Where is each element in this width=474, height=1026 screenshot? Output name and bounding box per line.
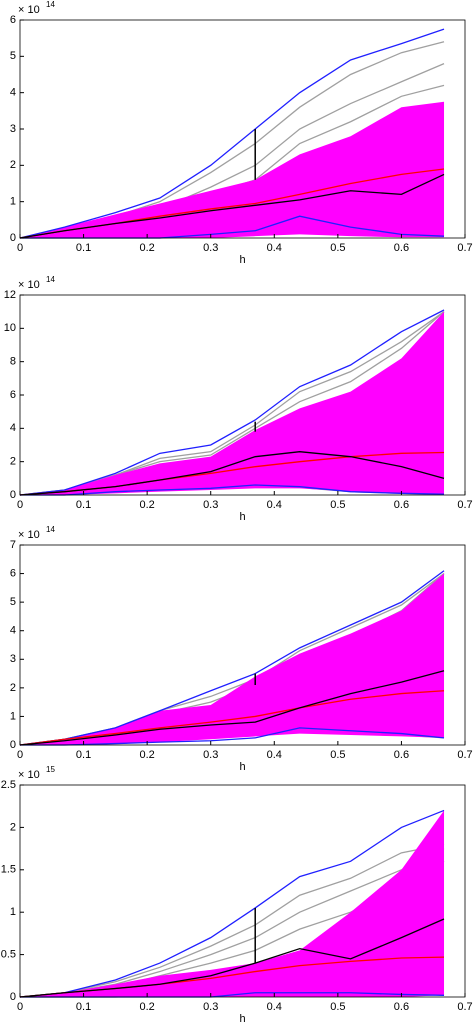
exponent-base: × 10: [18, 769, 40, 781]
x-axis-label: h: [239, 761, 245, 773]
x-tick-label: 0.7: [457, 1001, 472, 1013]
y-tick-label: 0: [10, 232, 16, 244]
x-tick-label: 0.1: [76, 499, 91, 511]
y-tick-label: 6: [10, 14, 16, 26]
y-tick-label: 8: [10, 356, 16, 368]
x-axis-label: h: [239, 511, 245, 523]
y-tick-label: 2: [10, 456, 16, 468]
x-tick-label: 0.5: [330, 499, 345, 511]
panel: 0 0.1 0.2 0.3 0.4 0.5 0.6 0.7 0 2 4 6 8 10 12 h × 10 14: [4, 275, 473, 523]
x-tick-label: 0.6: [394, 749, 409, 761]
band: [20, 101, 445, 238]
y-tick-label: 0.5: [1, 949, 16, 961]
x-tick-label: 0.3: [203, 749, 218, 761]
x-tick-label: 0.4: [267, 1001, 282, 1013]
y-tick-label: 1.5: [1, 864, 16, 876]
y-tick-label: 2: [10, 682, 16, 694]
y-tick-label: 3: [10, 653, 16, 665]
y-tick-label: 2: [10, 159, 16, 171]
x-tick-label: 0.5: [330, 1001, 345, 1013]
exponent: 14: [46, 0, 55, 9]
exponent-base: × 10: [18, 529, 40, 541]
band: [20, 573, 445, 745]
y-tick-label: 5: [10, 596, 16, 608]
y-tick-label: 1: [10, 906, 16, 918]
y-tick-label: 6: [10, 567, 16, 579]
plot-frame: [19, 544, 466, 746]
y-tick-label: 6: [10, 389, 16, 401]
y-tick-label: 4: [10, 625, 16, 637]
exponent: 14: [46, 275, 55, 284]
y-tick-label: 2.5: [1, 779, 16, 791]
y-tick-label: 4: [10, 87, 16, 99]
line: [19, 670, 445, 746]
x-tick-label: 0.2: [139, 242, 154, 254]
x-tick-label: 0.2: [139, 499, 154, 511]
panel: 0 0.1 0.2 0.3 0.4 0.5 0.6 0.7 0 1 2 3 4 5 6 h × 10 14: [10, 0, 473, 266]
y-tick-label: 4: [10, 422, 16, 434]
x-tick-label: 0: [17, 242, 23, 254]
x-tick-label: 0.1: [76, 242, 91, 254]
panel: 0 0.1 0.2 0.3 0.4 0.5 0.6 0.7 0 0.5 1 1.5 2 2.5 h × 10 1…: [1, 765, 473, 1025]
line: [19, 570, 445, 746]
exponent-base: × 10: [18, 279, 40, 291]
y-tick-label: 0: [10, 739, 16, 751]
line: [19, 28, 445, 239]
x-tick-label: 0.1: [76, 1001, 91, 1013]
y-tick-label: 0: [10, 991, 16, 1003]
x-tick-label: 0.2: [139, 1001, 154, 1013]
x-tick-label: 0: [17, 499, 23, 511]
x-tick-label: 0.2: [139, 749, 154, 761]
x-tick-label: 0.7: [457, 749, 472, 761]
line: [19, 451, 445, 496]
x-tick-label: 0.3: [203, 499, 218, 511]
panel: 0 0.1 0.2 0.3 0.4 0.5 0.6 0.7 0 1 2 3 4 5 6 7 h × 10 14: [10, 525, 473, 773]
x-tick-label: 0.3: [203, 242, 218, 254]
x-tick-label: 0: [17, 749, 23, 761]
line: [19, 173, 445, 239]
band: [20, 810, 445, 997]
band: [20, 311, 445, 495]
x-tick-label: 0.6: [394, 242, 409, 254]
y-tick-label: 1: [10, 196, 16, 208]
plot-frame: [19, 784, 466, 998]
x-tick-label: 0.4: [267, 499, 282, 511]
line: [20, 484, 445, 496]
x-tick-label: 0.6: [394, 1001, 409, 1013]
exponent: 14: [46, 525, 55, 534]
y-tick-label: 0: [10, 489, 16, 501]
x-tick-label: 0.6: [394, 499, 409, 511]
y-tick-label: 12: [4, 289, 16, 301]
line: [19, 918, 445, 998]
x-axis-label: h: [239, 1013, 245, 1025]
x-axis-label: h: [239, 254, 245, 266]
x-tick-label: 0.4: [267, 242, 282, 254]
y-tick-label: 7: [10, 539, 16, 551]
exponent-base: × 10: [18, 4, 40, 16]
x-tick-label: 0.1: [76, 749, 91, 761]
line: [19, 843, 445, 998]
y-tick-label: 2: [10, 821, 16, 833]
x-tick-label: 0.5: [330, 749, 345, 761]
y-tick-label: 3: [10, 123, 16, 135]
x-tick-label: 0.7: [457, 499, 472, 511]
exponent: 15: [46, 765, 55, 774]
line: [19, 809, 445, 998]
line: [19, 309, 445, 496]
y-tick-label: 10: [4, 322, 16, 334]
x-tick-label: 0: [17, 1001, 23, 1013]
line: [19, 690, 445, 746]
x-tick-label: 0.5: [330, 242, 345, 254]
x-tick-label: 0.3: [203, 1001, 218, 1013]
y-tick-label: 1: [10, 710, 16, 722]
line: [20, 727, 445, 746]
x-tick-label: 0.7: [457, 242, 472, 254]
y-tick-label: 5: [10, 50, 16, 62]
x-tick-label: 0.4: [267, 749, 282, 761]
